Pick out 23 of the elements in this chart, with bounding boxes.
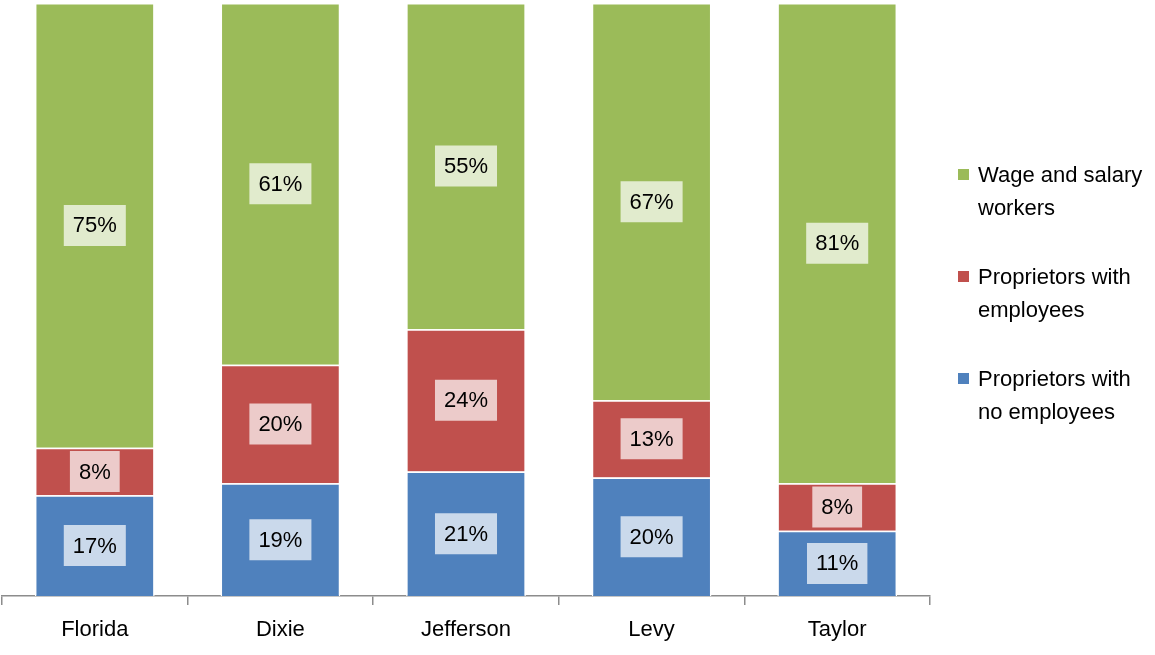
x-tick-label: Dixie (255, 616, 305, 642)
x-tick-label: Florida (61, 616, 130, 642)
data-label: 67% (629, 188, 674, 214)
legend-label: Proprietors with employees (978, 263, 1132, 324)
data-label: 20% (629, 523, 674, 549)
legend-label: Wage and salary workers (978, 161, 1144, 222)
data-label: 17% (72, 532, 117, 558)
x-tick-label: Jefferson (420, 616, 512, 642)
x-tick-label: Taylor (807, 616, 867, 642)
data-label: 11% (816, 550, 859, 576)
data-label: 21% (443, 520, 489, 546)
data-label: 24% (443, 387, 489, 413)
x-tick-label: Levy (628, 616, 675, 642)
data-label: 20% (258, 411, 303, 437)
data-label: 19% (258, 526, 303, 552)
legend-label: Proprietors with no employees (978, 365, 1132, 426)
data-label: 8% (821, 494, 854, 520)
data-label: 55% (443, 153, 489, 179)
data-label: 81% (815, 230, 860, 256)
data-label: 61% (258, 170, 303, 196)
data-label: 8% (78, 458, 111, 484)
data-label: 13% (629, 425, 674, 451)
data-label: 75% (72, 212, 117, 238)
